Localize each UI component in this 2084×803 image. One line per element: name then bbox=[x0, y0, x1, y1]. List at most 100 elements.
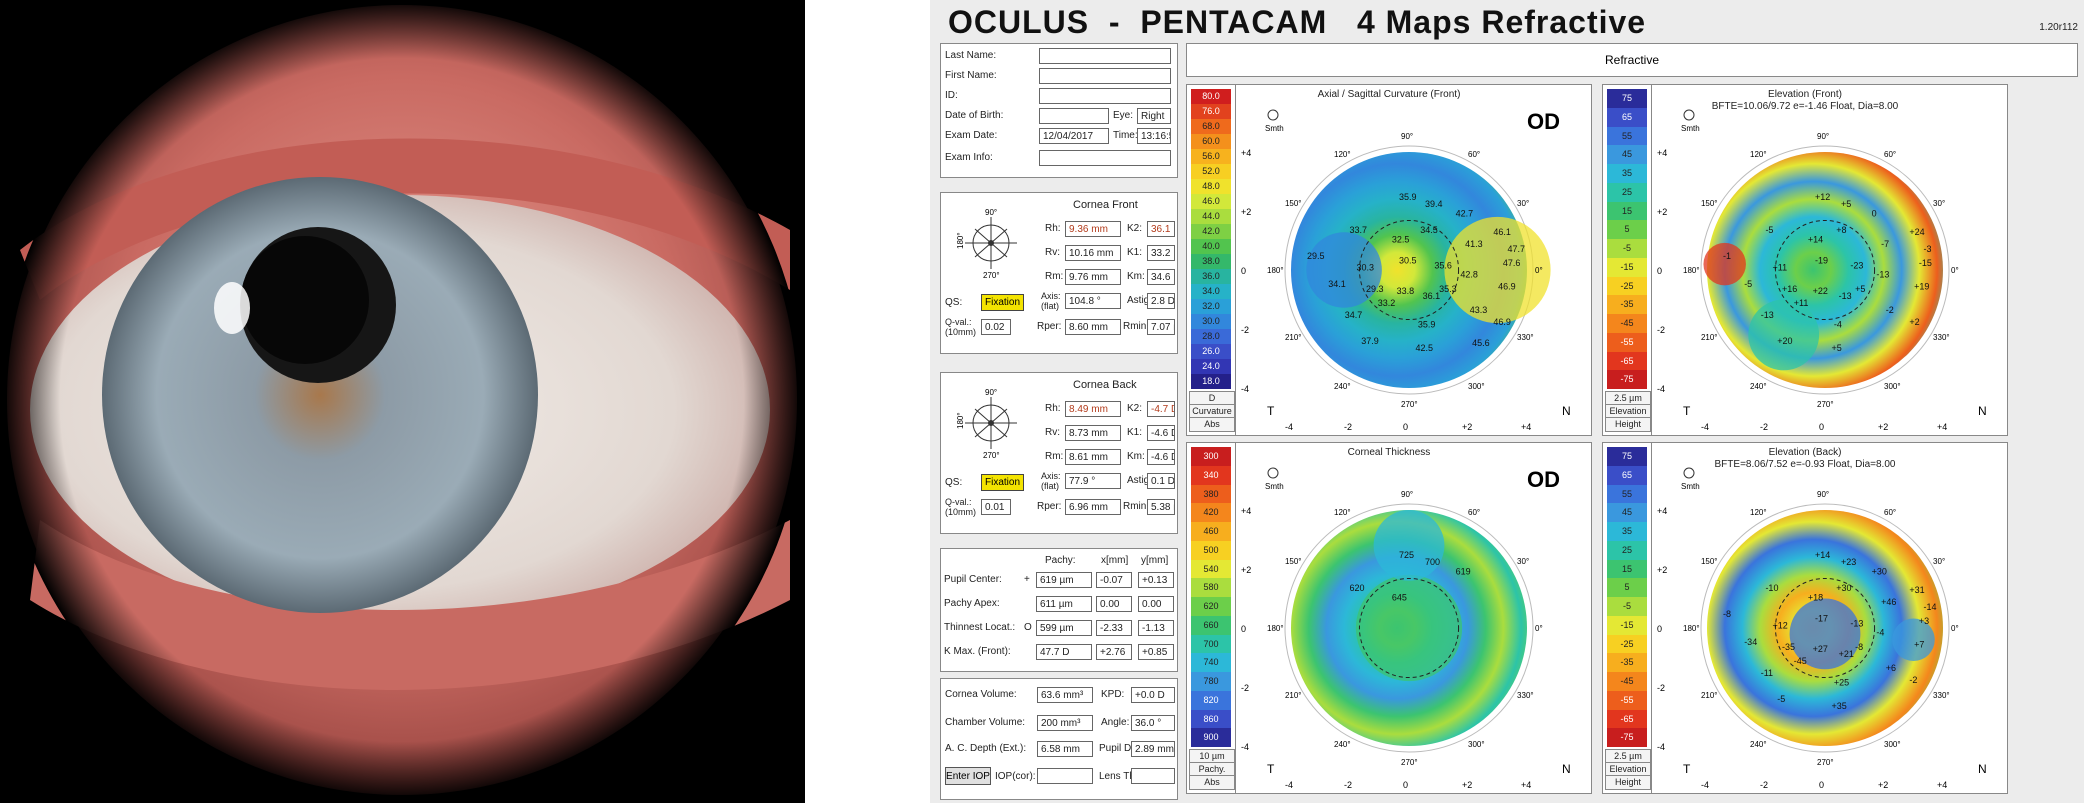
cb-qval-label: Q-val.: (10mm) bbox=[945, 497, 976, 517]
id-field[interactable] bbox=[1039, 88, 1171, 104]
scale-step: 540 bbox=[1191, 559, 1231, 579]
map-value-label: -2 bbox=[1909, 675, 1917, 685]
map-value-label: +12 bbox=[1773, 621, 1788, 631]
cornea-back-axis-compass-icon: 90° 180° 270° bbox=[956, 388, 1017, 459]
map-value-label: -23 bbox=[1850, 260, 1863, 270]
pachy-row-label: K Max. (Front): bbox=[944, 646, 1011, 657]
cf-rper-label: Rper: bbox=[1037, 321, 1062, 332]
axis-y-tick: 0 bbox=[1241, 624, 1246, 634]
degree-label: 30° bbox=[1933, 557, 1945, 566]
map-value-label: +5 bbox=[1832, 343, 1842, 353]
chamber-volume-value: 200 mm³ bbox=[1037, 715, 1093, 731]
pachy-row-y: +0.13 bbox=[1138, 572, 1174, 588]
scale-step: 15 bbox=[1607, 559, 1647, 579]
cf-rm-value: 9.76 mm bbox=[1065, 269, 1121, 285]
map-value-label: -3 bbox=[1924, 244, 1932, 254]
compass-left-label: 180° bbox=[956, 412, 965, 429]
chamber-volume-label: Chamber Volume: bbox=[945, 717, 1026, 728]
pachy-row-label: Pupil Center: bbox=[944, 574, 1002, 585]
cb-astig-value: 0.1 D bbox=[1147, 473, 1175, 489]
pachy-row-x: 0.00 bbox=[1096, 596, 1132, 612]
pachy-col-label: Pachy: bbox=[1045, 555, 1076, 566]
patient-info-panel: Last Name: First Name: ID: Date of Birth… bbox=[940, 43, 1178, 178]
map-value-label: -7 bbox=[1881, 239, 1889, 249]
temporal-label: T bbox=[1267, 404, 1275, 418]
scale-step: 42.0 bbox=[1191, 224, 1231, 239]
cb-qs-fixation-badge: Fixation bbox=[981, 474, 1025, 491]
axis-x-tick: +4 bbox=[1521, 422, 1531, 432]
lens-th-field[interactable] bbox=[1131, 768, 1175, 784]
axis-x-tick: -4 bbox=[1701, 422, 1709, 432]
scale-step: 460 bbox=[1191, 522, 1231, 541]
exam-info-field[interactable] bbox=[1039, 150, 1171, 166]
map-color-region bbox=[1703, 242, 1746, 286]
map-value-label: -5 bbox=[1765, 225, 1773, 235]
degree-label: 150° bbox=[1285, 557, 1302, 566]
od-eye-label: OD bbox=[1527, 109, 1560, 134]
map-color-region bbox=[1373, 510, 1445, 581]
degree-label: 60° bbox=[1884, 150, 1896, 159]
dob-field[interactable] bbox=[1039, 108, 1109, 124]
map-value-label: -2 bbox=[1886, 305, 1894, 315]
map-value-label: 46.9 bbox=[1498, 282, 1516, 292]
map-value-label: 33.7 bbox=[1349, 225, 1367, 235]
cornea-volume-label: Cornea Volume: bbox=[945, 689, 1017, 700]
map-color-region bbox=[1355, 574, 1463, 682]
degree-label: 240° bbox=[1334, 740, 1351, 749]
map-value-label: -35 bbox=[1782, 642, 1795, 652]
map-value-label: +7 bbox=[1914, 640, 1924, 650]
pachy-row-x: -0.07 bbox=[1096, 572, 1132, 588]
degree-label: 330° bbox=[1933, 333, 1950, 342]
exam-date-field[interactable]: 12/04/2017 bbox=[1039, 128, 1109, 144]
scale-step: 300 bbox=[1191, 447, 1231, 466]
degree-label: 0° bbox=[1535, 266, 1543, 275]
degree-label: 180° bbox=[1267, 624, 1284, 633]
degree-label: 30° bbox=[1517, 199, 1529, 208]
iop-cor-field[interactable] bbox=[1037, 768, 1093, 784]
map-value-label: +3 bbox=[1919, 616, 1929, 626]
cb-rper-value: 6.96 mm bbox=[1065, 499, 1121, 515]
axis-y-tick: 0 bbox=[1241, 266, 1246, 276]
cf-rm-label: Rm: bbox=[1045, 271, 1064, 282]
map-panel-elev-front: Elevation (Front) BFTE=10.06/9.72 e=-1.46… bbox=[1602, 84, 2008, 436]
map-value-label: 45.6 bbox=[1472, 338, 1490, 348]
map-value-label: +20 bbox=[1777, 336, 1792, 346]
map-value-label: 29.5 bbox=[1307, 251, 1325, 261]
axis-x-tick: -4 bbox=[1285, 422, 1293, 432]
axis-x-tick: +2 bbox=[1878, 780, 1888, 790]
scale-step: 860 bbox=[1191, 709, 1231, 729]
pachy-row-y: -1.13 bbox=[1138, 620, 1174, 636]
first-name-field[interactable] bbox=[1039, 68, 1171, 84]
scale-step: 35 bbox=[1607, 164, 1647, 183]
time-field[interactable]: 13:16:50 bbox=[1137, 128, 1171, 144]
degree-label: 330° bbox=[1517, 333, 1534, 342]
scale-step: 65 bbox=[1607, 465, 1647, 485]
map-value-label: 47.6 bbox=[1503, 258, 1521, 268]
map-value-label: 42.8 bbox=[1460, 270, 1478, 280]
smooth-magnifier-icon bbox=[1267, 467, 1279, 479]
topography-map: +4 +2 0 -2 -4 -4 -2 0 +2 +4 T N 90° 60° 30° 0° 330° 300° 2… bbox=[1657, 467, 1987, 790]
map-value-label: +16 bbox=[1782, 284, 1797, 294]
cf-axis-value: 104.8 ° bbox=[1065, 293, 1121, 309]
scale-footer-label: Height bbox=[1605, 775, 1651, 790]
degree-label: 30° bbox=[1517, 557, 1529, 566]
cornea-back-title: Cornea Back bbox=[1073, 379, 1137, 391]
scale-step: 24.0 bbox=[1191, 359, 1231, 374]
map-value-label: -34 bbox=[1744, 637, 1757, 647]
scale-step: 420 bbox=[1191, 503, 1231, 522]
map-value-label: -8 bbox=[1723, 609, 1731, 619]
eye-field[interactable]: Right bbox=[1137, 108, 1171, 124]
map-value-label: +5 bbox=[1855, 284, 1865, 294]
volumes-panel: Cornea Volume: 63.6 mm³ KPD: +0.0 D Cham… bbox=[940, 678, 1178, 800]
scale-step: -25 bbox=[1607, 634, 1647, 654]
degree-label: 120° bbox=[1334, 150, 1351, 159]
cb-k1-label: K1: bbox=[1127, 427, 1143, 438]
map-title: Axial / Sagittal Curvature (Front) bbox=[1317, 89, 1461, 100]
axis-y-tick: -2 bbox=[1241, 325, 1249, 335]
smooth-magnifier-icon bbox=[1683, 467, 1695, 479]
enter-iop-button[interactable]: Enter IOP bbox=[945, 767, 991, 785]
axis-x-tick: +2 bbox=[1878, 422, 1888, 432]
last-name-field[interactable] bbox=[1039, 48, 1171, 64]
axis-x-tick: +4 bbox=[1521, 780, 1531, 790]
pachy-row-x: +2.76 bbox=[1096, 644, 1132, 660]
